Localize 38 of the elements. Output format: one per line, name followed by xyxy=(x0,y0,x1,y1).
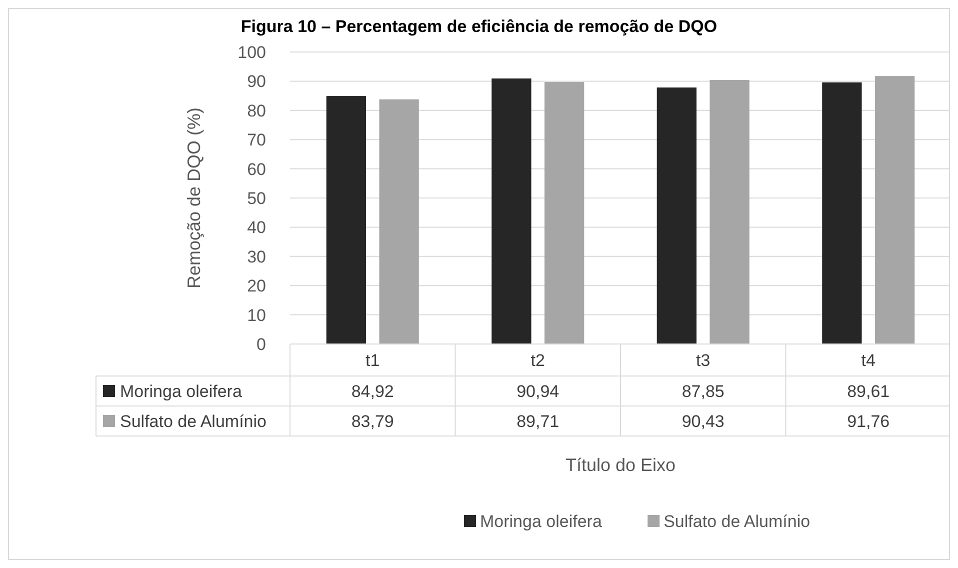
y-tick-label: 50 xyxy=(247,188,266,208)
data-label: 90,94 xyxy=(516,382,560,401)
bar xyxy=(656,87,697,344)
data-label: 83,79 xyxy=(351,412,394,431)
text: Sulfato de Alumínio xyxy=(664,512,810,531)
y-tick-label: 60 xyxy=(247,160,266,179)
y-tick-label: 30 xyxy=(247,247,266,266)
y-tick-label: 70 xyxy=(247,130,266,150)
bar xyxy=(379,99,419,344)
data-label: 87,85 xyxy=(682,382,724,401)
data-label: 91,76 xyxy=(847,412,890,431)
chart-title: Figura 10 – Percentagem de eficiência de remoção de DQO xyxy=(240,17,718,36)
bar xyxy=(710,80,750,344)
data-label: 89,71 xyxy=(516,412,560,431)
bar xyxy=(326,96,366,344)
x-tick-label: t4 xyxy=(861,350,876,370)
x-tick-label: t1 xyxy=(366,350,380,370)
x-axis-title: Título do Eixo xyxy=(565,455,676,475)
y-tick-label: 10 xyxy=(247,306,266,325)
x-tick-label: t3 xyxy=(696,350,710,370)
y-tick-label: 100 xyxy=(238,42,266,62)
y-tick-label: 80 xyxy=(247,101,266,120)
data-label: 84,92 xyxy=(351,382,394,401)
data-label: 89,61 xyxy=(847,382,890,401)
data-label: 90,43 xyxy=(682,412,724,431)
x-tick-label: t2 xyxy=(530,350,545,370)
legend-label: Moringa oleifera xyxy=(120,382,242,401)
text: Moringa oleifera xyxy=(480,512,602,531)
bar xyxy=(822,82,862,344)
y-tick-label: 90 xyxy=(247,72,266,92)
legend-label: Sulfato de Alumínio xyxy=(120,412,266,431)
bar xyxy=(544,82,584,344)
y-tick-label: 40 xyxy=(247,218,266,238)
y-tick-label: 0 xyxy=(256,334,266,354)
bar xyxy=(874,76,915,344)
y-axis-title: Remoção de DQO (%) xyxy=(184,107,204,289)
y-tick-label: 20 xyxy=(247,276,266,296)
bar xyxy=(492,78,532,344)
